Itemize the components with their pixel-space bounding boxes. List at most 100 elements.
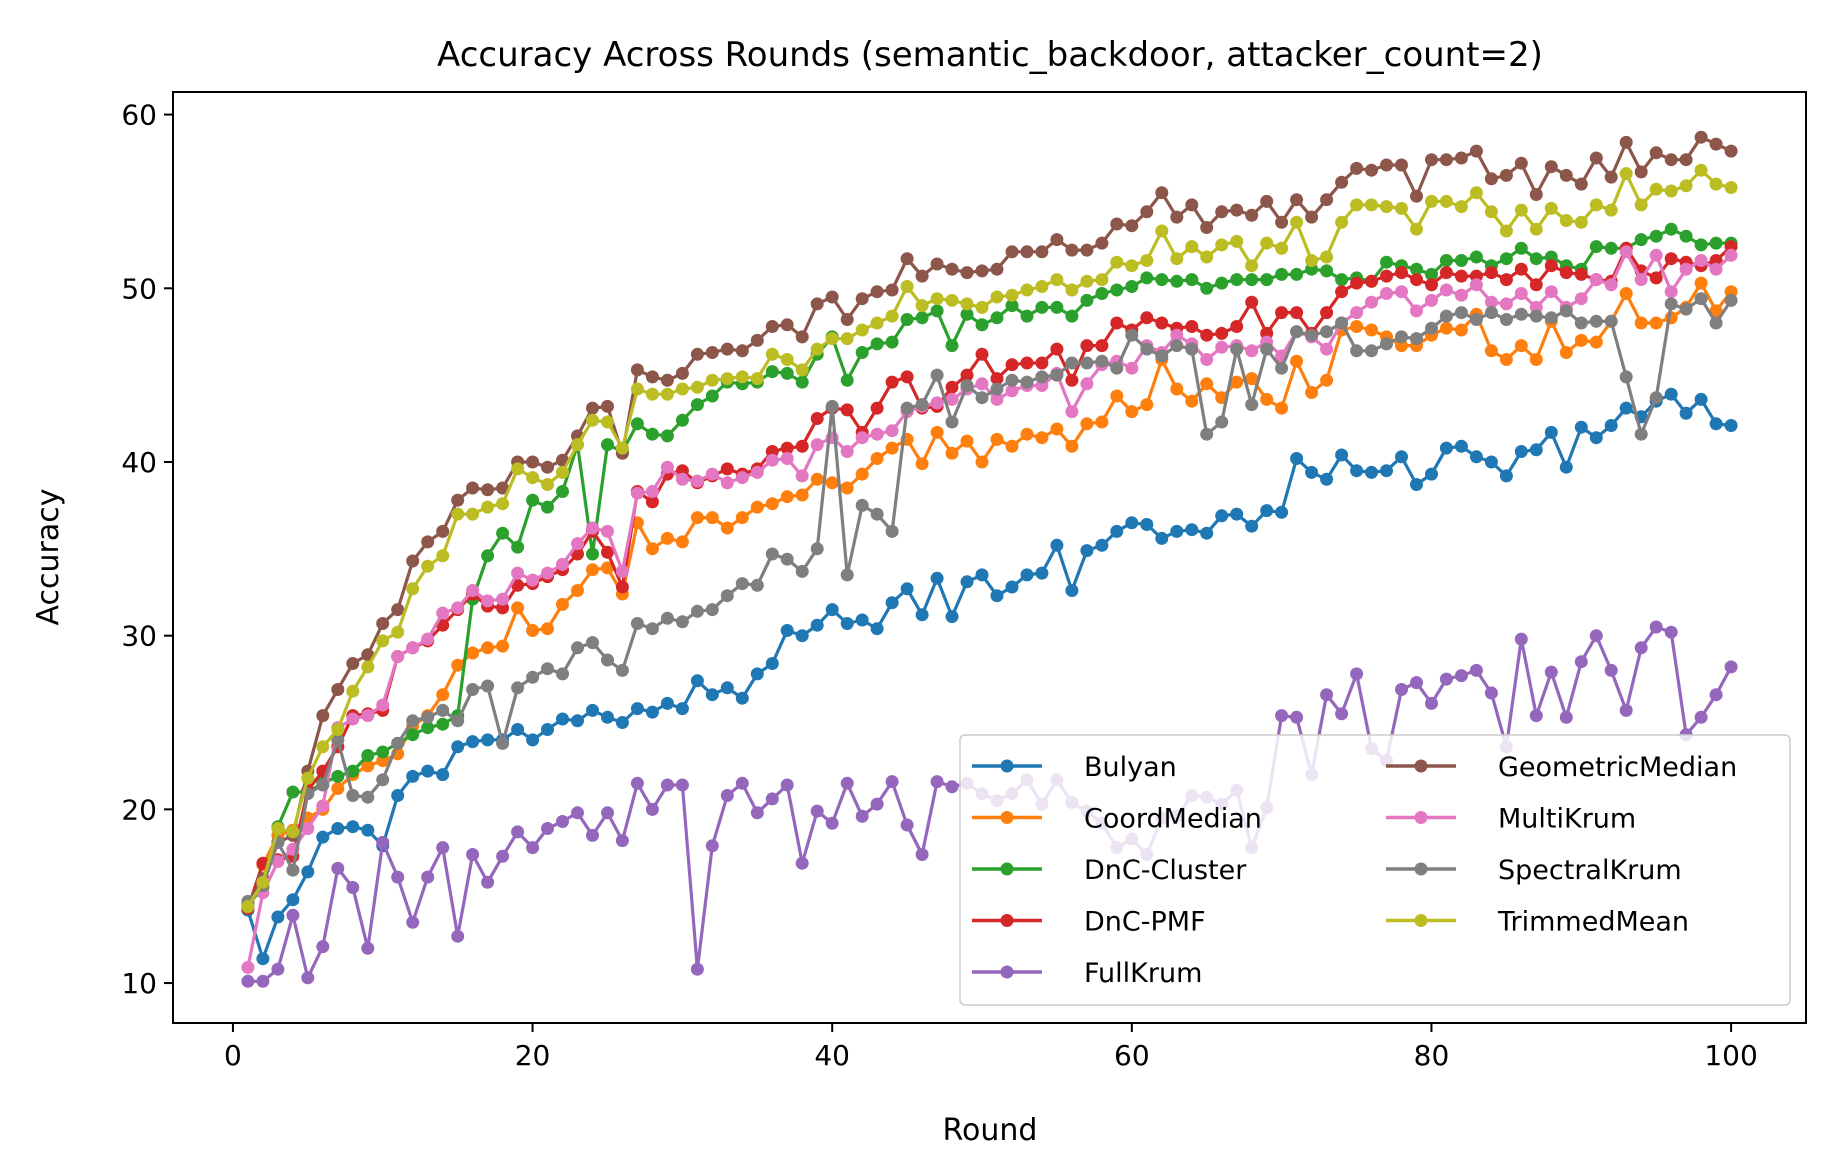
data-point — [1335, 707, 1349, 721]
series-GeometricMedian — [241, 130, 1738, 910]
data-point — [1469, 663, 1483, 677]
data-point — [1185, 523, 1199, 537]
data-point — [301, 971, 315, 985]
data-point — [1245, 295, 1259, 309]
data-point — [1230, 320, 1244, 333]
y-tick-label: 60 — [121, 99, 157, 132]
plot-area — [241, 130, 1738, 988]
data-point — [601, 545, 614, 559]
data-point — [975, 264, 989, 278]
data-point — [645, 495, 659, 509]
data-point — [1619, 370, 1633, 384]
data-point — [1170, 339, 1184, 353]
data-point — [346, 657, 360, 670]
data-point — [1005, 299, 1019, 313]
data-point — [511, 578, 525, 592]
data-point — [346, 764, 360, 778]
data-point — [1380, 269, 1393, 283]
data-point — [496, 481, 510, 495]
data-point — [1110, 389, 1124, 403]
data-point — [481, 733, 495, 747]
data-point — [1005, 373, 1019, 387]
data-point — [1499, 224, 1513, 238]
data-point — [795, 330, 809, 344]
data-point — [1110, 524, 1124, 538]
data-point — [765, 497, 779, 511]
data-point — [945, 293, 959, 307]
data-point — [601, 710, 614, 724]
data-point — [900, 818, 914, 832]
data-point — [705, 346, 719, 359]
data-point — [915, 848, 929, 861]
data-point — [316, 799, 330, 813]
data-point — [855, 292, 869, 306]
data-point — [1200, 427, 1214, 441]
data-point — [870, 622, 884, 636]
data-point — [1245, 372, 1259, 386]
data-point — [526, 624, 540, 637]
data-point — [1574, 655, 1588, 669]
data-point — [1395, 330, 1408, 344]
data-point — [1604, 241, 1618, 255]
data-point — [1215, 205, 1229, 219]
data-point — [1350, 198, 1364, 212]
data-point — [990, 382, 1004, 396]
data-point — [1050, 422, 1064, 436]
data-point — [586, 636, 599, 650]
data-point — [1664, 222, 1678, 236]
data-point — [1529, 353, 1543, 366]
data-point — [361, 823, 375, 837]
data-point — [720, 789, 734, 802]
data-point — [1529, 309, 1543, 323]
data-point — [855, 498, 869, 512]
data-point — [1245, 259, 1259, 273]
data-point — [855, 431, 869, 445]
data-point — [436, 841, 450, 855]
legend-label: FullKrum — [1084, 958, 1202, 989]
legend-label: GeometricMedian — [1498, 752, 1737, 783]
data-point — [855, 809, 869, 823]
data-point — [975, 347, 989, 361]
data-point — [1080, 356, 1094, 370]
data-point — [990, 372, 1004, 386]
legend-label: SpectralKrum — [1498, 855, 1682, 886]
data-point — [466, 481, 480, 495]
data-point — [1035, 356, 1049, 370]
data-point — [1439, 194, 1453, 208]
data-point — [1080, 417, 1094, 431]
data-point — [735, 691, 749, 705]
data-point — [1454, 323, 1468, 337]
data-point — [511, 825, 525, 839]
data-point — [481, 875, 495, 889]
data-point — [660, 531, 674, 545]
data-point — [1230, 234, 1244, 248]
series-line — [246, 245, 1733, 909]
series-line — [246, 297, 1733, 903]
data-point — [286, 825, 300, 839]
data-point — [571, 584, 584, 597]
data-point — [705, 467, 719, 481]
data-point — [735, 344, 749, 358]
data-point — [1425, 696, 1438, 710]
data-point — [1185, 198, 1199, 212]
data-point — [1694, 238, 1708, 252]
data-point — [571, 537, 584, 551]
data-point — [541, 500, 554, 514]
data-point — [556, 465, 569, 479]
data-point — [780, 778, 794, 792]
data-point — [900, 370, 914, 384]
data-point — [660, 460, 674, 474]
data-point — [1305, 386, 1319, 399]
data-point — [1694, 130, 1708, 144]
data-point — [870, 427, 884, 441]
data-point — [1649, 271, 1663, 285]
data-point — [1110, 316, 1124, 330]
data-point — [780, 441, 794, 455]
data-point — [885, 335, 899, 349]
data-point — [316, 740, 330, 754]
data-point — [1425, 153, 1438, 167]
data-point — [1245, 519, 1259, 533]
data-point — [1634, 273, 1648, 287]
data-point — [1395, 266, 1408, 280]
data-point — [1035, 566, 1049, 580]
